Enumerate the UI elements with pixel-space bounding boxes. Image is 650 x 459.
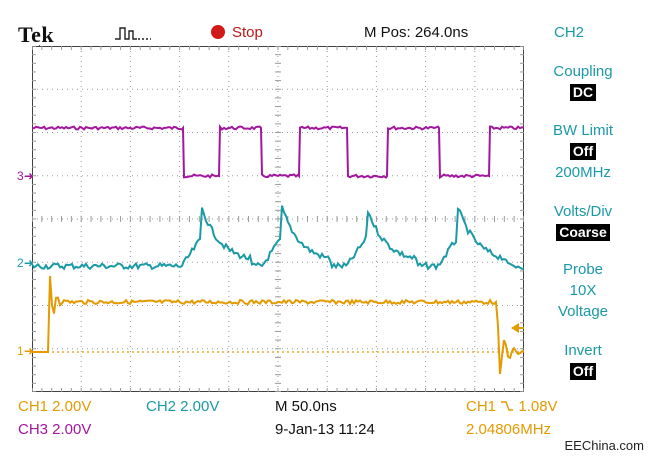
ch1-marker[interactable]: 1➜	[17, 344, 34, 358]
timebase: M 50.0ns	[275, 398, 337, 415]
watermark: EEChina.com	[564, 438, 644, 453]
volts-div-value: Coarse	[556, 224, 610, 241]
ch3-marker[interactable]: 3➜	[17, 169, 34, 183]
top-status-bar	[0, 0, 650, 46]
bw-limit-label: BW Limit	[553, 122, 613, 139]
invert-label: Invert	[564, 342, 602, 359]
ch3-scale: CH3 2.00V	[18, 421, 92, 438]
bw-limit-button[interactable]: Off	[528, 143, 638, 161]
ch3-marker-label: 3	[17, 169, 24, 183]
graticule	[32, 46, 524, 392]
waveform-display[interactable]	[32, 46, 524, 392]
bw-limit-value: Off	[569, 143, 597, 160]
probe-type[interactable]: Voltage	[557, 303, 609, 320]
volts-div-label: Volts/Div	[553, 203, 613, 220]
invert-button[interactable]: Off	[528, 363, 638, 381]
stop-indicator-icon	[211, 25, 225, 39]
probe-ratio[interactable]: 10X	[569, 282, 597, 299]
trigger-level: 1.08V	[518, 398, 558, 415]
ch2-marker-arrow-icon: ➜	[23, 256, 34, 270]
trigger-source: CH1	[466, 398, 497, 415]
brand-logo: Tek	[18, 22, 55, 47]
trigger-level-arrow-icon	[511, 323, 524, 333]
acquire-state[interactable]: Stop	[232, 24, 263, 41]
ch1-waveform	[32, 275, 524, 375]
coupling-button[interactable]: DC	[528, 84, 638, 102]
ch3-marker-arrow-icon: ➜	[23, 169, 34, 183]
date-time: 9-Jan-13 11:24	[275, 421, 375, 438]
falling-edge-icon	[500, 398, 514, 415]
ch2-waveform	[32, 205, 524, 272]
trigger-readout: CH1 1.08V	[466, 398, 558, 415]
invert-value: Off	[569, 363, 597, 380]
ch3-waveform	[32, 123, 524, 180]
ch1-marker-label: 1	[17, 344, 24, 358]
coupling-value: DC	[569, 84, 597, 101]
trigger-pulse-icon	[115, 27, 151, 40]
horizontal-position: M Pos: 264.0ns	[364, 24, 469, 41]
bw-limit-frequency: 200MHz	[555, 164, 611, 181]
channel-side-menu: Coupling DC BW Limit Off 200MHz Volts/Di…	[528, 46, 638, 392]
ch2-scale: CH2 2.00V	[146, 398, 220, 415]
ch1-scale: CH1 2.00V	[18, 398, 92, 415]
frequency-readout: 2.04806MHz	[466, 421, 552, 438]
menu-channel-title: CH2	[554, 24, 585, 41]
volts-div-button[interactable]: Coarse	[528, 224, 638, 242]
ch1-marker-arrow-icon: ➜	[23, 344, 34, 358]
ch2-marker-label: 2	[17, 256, 24, 270]
coupling-label: Coupling	[553, 63, 613, 80]
probe-label: Probe	[562, 261, 604, 278]
ch2-marker[interactable]: 2➜	[17, 256, 34, 270]
